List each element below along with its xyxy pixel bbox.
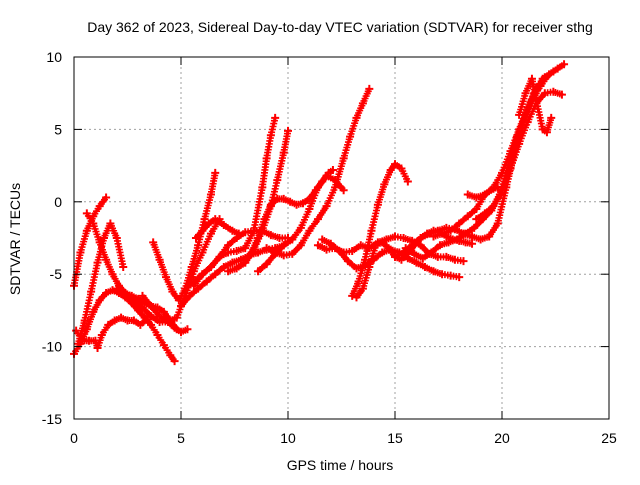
series-track-7 <box>138 291 192 337</box>
data-point <box>198 226 207 235</box>
axis-ticks: 0 5 10 15 20 25 -15 -10 -5 0 5 10 <box>42 49 617 446</box>
series-track-25 <box>463 183 502 202</box>
series-track-11 <box>189 113 280 290</box>
series-track-4 <box>72 313 151 353</box>
data-point <box>191 234 200 242</box>
interpolated-markers <box>265 87 372 259</box>
x-tick-label: 0 <box>70 430 78 446</box>
y-axis-label: SDTVAR / TECUs <box>7 183 23 295</box>
interpolated-markers <box>256 173 346 273</box>
series-track-12 <box>191 215 243 242</box>
y-tick-label: -15 <box>42 411 62 427</box>
x-tick-label: 15 <box>387 430 403 446</box>
interpolated-markers <box>192 117 278 287</box>
y-tick-label: 5 <box>54 121 62 137</box>
y-tick-label: -10 <box>42 339 62 355</box>
x-axis-label: GPS time / hours <box>287 457 394 473</box>
series-track-24 <box>472 87 566 224</box>
plot-frame <box>73 56 610 420</box>
x-tick-label: 25 <box>601 430 617 446</box>
interpolated-markers <box>140 294 189 335</box>
series-track-16 <box>262 84 374 260</box>
interpolated-markers <box>474 88 564 222</box>
series-track-26 <box>515 74 556 137</box>
interpolated-markers <box>349 162 411 298</box>
y-tick-label: 0 <box>54 194 62 210</box>
interpolated-markers <box>194 217 241 240</box>
x-tick-label: 20 <box>494 430 510 446</box>
interpolated-markers <box>466 184 500 201</box>
x-tick-label: 5 <box>177 430 185 446</box>
interpolated-markers <box>74 315 149 350</box>
series-track-19 <box>348 160 412 300</box>
chart-title: Day 362 of 2023, Sidereal Day-to-day VTE… <box>87 19 593 35</box>
data-points <box>70 60 569 366</box>
y-tick-label: 10 <box>46 49 62 65</box>
y-tick-label: -5 <box>50 266 63 282</box>
x-tick-label: 10 <box>280 430 296 446</box>
interpolated-markers <box>516 77 555 135</box>
